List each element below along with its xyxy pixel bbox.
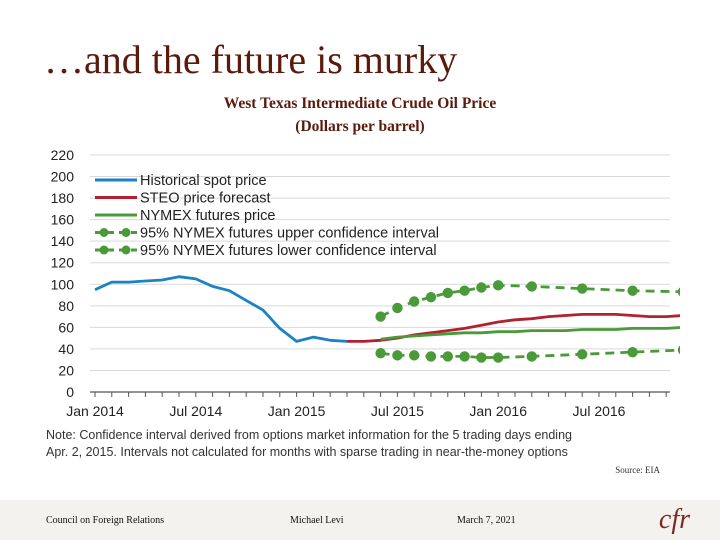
footer-date: March 7, 2021 [457,515,516,526]
cfr-logo: cfr [658,504,690,535]
data-point [409,350,420,361]
x-tick-label: Jan 2015 [268,403,326,419]
y-tick-label: 220 [51,147,75,163]
legend-label: NYMEX futures price [140,208,275,224]
series-line-3 [380,326,680,341]
legend-marker [99,228,109,237]
x-tick-label: Jul 2016 [573,403,626,419]
y-tick-label: 100 [51,276,75,292]
y-tick-label: 120 [51,255,75,271]
y-tick-label: 0 [66,384,74,400]
y-tick-label: 140 [51,233,75,249]
data-point [677,345,680,355]
legend-marker [99,245,109,255]
data-point [627,346,638,358]
chart-note-line-1: Note: Confidence interval derived from o… [46,428,572,442]
data-point [476,352,487,363]
legend: Historical spot price STEO price forecast… [95,173,439,259]
data-point [577,349,588,360]
data-point [375,348,386,359]
y-tick-label: 160 [51,212,75,228]
data-point [392,302,403,314]
footer-org: Council on Foreign Relations [46,515,165,526]
data-point [627,285,638,296]
chart-note-line-2: Apr. 2, 2015. Intervals not calculated f… [46,445,568,459]
y-tick-label: 40 [58,341,74,357]
x-tick-label: Jan 2014 [66,403,124,419]
footer: Council on Foreign Relations Michael Lev… [0,500,720,540]
data-point [375,311,386,322]
slide-title: …and the future is murky [44,37,458,82]
legend-marker [121,245,131,255]
series-layer [94,275,680,363]
x-tick-label: Jan 2016 [469,403,527,419]
data-point [425,292,437,303]
x-tick-label: Jul 2014 [169,403,222,419]
data-point [526,351,537,362]
data-point [459,285,470,296]
footer-author: Michael Levi [290,515,344,526]
data-point [493,280,504,291]
y-tick-label: 200 [51,169,75,185]
source-label: Source: EIA [615,465,660,475]
legend-label: STEO price forecast [140,191,271,207]
legend-label: 95% NYMEX futures lower confidence inter… [140,243,437,259]
data-point [476,282,487,293]
y-tick-label: 60 [58,319,74,335]
data-point [526,281,537,292]
data-point [425,351,437,362]
data-point [459,351,470,362]
y-tick-label: 80 [58,298,74,314]
chart-title: West Texas Intermediate Crude Oil Price [223,95,497,112]
data-point [442,287,453,299]
wti-price-chart: 0 20 40 60 80 100 120 140 160 180 200 220 Jan 2014 Ju… [46,147,680,459]
data-point [493,352,504,363]
data-point [392,350,403,361]
series-line-1 [94,275,348,343]
chart-subtitle: (Dollars per barrel) [295,118,425,135]
y-tick-label: 180 [51,190,75,206]
data-point [442,351,453,362]
legend-label: Historical spot price [140,173,267,189]
grid-layer [90,154,670,393]
x-tick-label: Jul 2015 [371,403,424,419]
legend-label: 95% NYMEX futures upper confidence inter… [140,226,439,242]
legend-marker [121,228,131,237]
y-tick-label: 20 [58,362,74,378]
data-point [577,283,588,294]
axis-layer: 0 20 40 60 80 100 120 140 160 180 200 220 Jan 2014 Ju… [51,147,670,419]
data-point [677,287,680,297]
data-point [409,296,420,307]
